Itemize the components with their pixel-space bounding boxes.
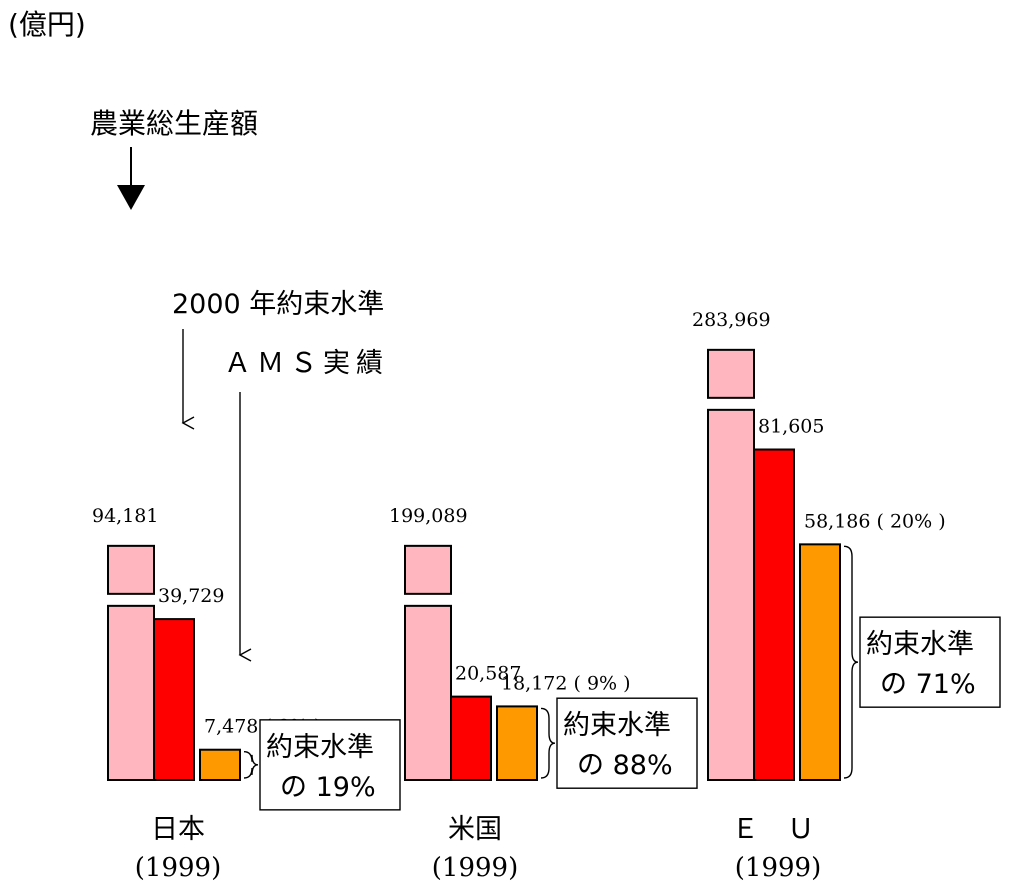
value-label-commitment-0: 39,729: [158, 585, 224, 607]
ratio-box-0: [259, 719, 401, 811]
bar-ams-1: [496, 705, 538, 781]
commitment-annotation: 2000 年約束水準: [172, 289, 384, 320]
bar-ams-2: [799, 543, 841, 781]
category-label-2: Ｅ Ｕ: [732, 814, 825, 845]
value-label-ams-1: 18,172 ( 9% ): [501, 672, 631, 694]
production-arrow-head: [117, 185, 145, 210]
bar-production-lower-2: [707, 408, 755, 781]
ratio-label-line2-1: の 88%: [577, 750, 673, 781]
ratio-label-line2-0: の 19%: [280, 772, 376, 803]
brace-1: [540, 707, 556, 779]
bar-commitment-0: [153, 618, 195, 781]
bar-production-cap-0: [107, 544, 155, 595]
value-label-commitment-2: 81,605: [758, 415, 824, 437]
value-label-production-0: 94,181: [92, 505, 158, 527]
category-year-1: (1999): [432, 853, 518, 881]
ratio-label-line2-2: の 71%: [880, 669, 976, 700]
value-label-production-1: 199,089: [389, 505, 468, 527]
commitment-annotation-backdrop: [166, 283, 412, 323]
bar-production-lower-1: [404, 604, 452, 781]
value-label-ams-2: 58,186 ( 20% ): [804, 510, 946, 532]
unit-label: (億円): [8, 8, 86, 41]
category-label-0: 日本: [151, 814, 205, 845]
bars-layer: [107, 348, 841, 782]
value-label-production-2: 283,969: [692, 309, 771, 331]
ratio-box-1: [556, 697, 698, 789]
bar-production-cap-2: [707, 348, 755, 399]
bar-production-cap-1: [404, 544, 452, 595]
bar-commitment-2: [753, 448, 795, 781]
bar-production-lower-0: [107, 604, 155, 781]
bar-commitment-1: [450, 695, 492, 781]
brace-0: [243, 751, 259, 779]
brace-2: [843, 545, 859, 779]
ams-annotation: ＡＭＳ実績: [224, 348, 389, 379]
ratio-label-line1-0: 約束水準: [266, 732, 374, 763]
ratio-label-line1-2: 約束水準: [866, 629, 974, 660]
category-label-1: 米国: [448, 814, 502, 845]
ratio-label-line1-1: 約束水準: [563, 710, 671, 741]
production-annotation: 農業総生産額: [90, 107, 258, 140]
category-year-0: (1999): [135, 853, 221, 881]
ratio-box-2: [859, 616, 1001, 708]
value-label-commitment-1: 20,587: [455, 663, 521, 685]
bar-ams-0: [199, 748, 241, 782]
category-year-2: (1999): [735, 853, 821, 881]
